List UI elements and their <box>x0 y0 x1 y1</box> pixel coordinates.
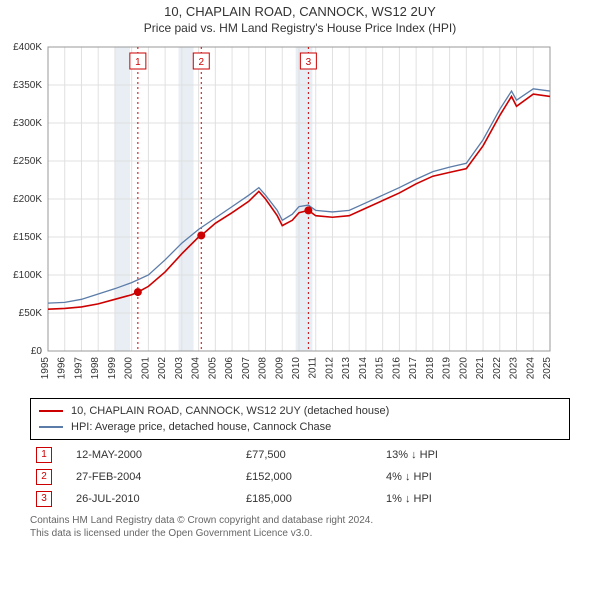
sale-price: £77,500 <box>240 444 380 466</box>
legend-label: HPI: Average price, detached house, Cann… <box>71 421 331 433</box>
svg-text:1999: 1999 <box>107 357 118 380</box>
svg-text:£150K: £150K <box>13 232 42 243</box>
footer: Contains HM Land Registry data © Crown c… <box>30 514 570 540</box>
svg-text:2015: 2015 <box>375 357 386 380</box>
svg-text:1996: 1996 <box>57 357 68 380</box>
table-row: 2 27-FEB-2004£152,0004% ↓ HPI <box>30 466 570 488</box>
sale-delta: 13% ↓ HPI <box>380 444 570 466</box>
svg-text:£0: £0 <box>31 346 43 357</box>
sale-date: 26-JUL-2010 <box>70 488 240 510</box>
page-title: 10, CHAPLAIN ROAD, CANNOCK, WS12 2UY <box>0 0 600 19</box>
sales-table: 1 12-MAY-2000£77,50013% ↓ HPI 2 27-FEB-2004… <box>30 444 570 510</box>
svg-text:2005: 2005 <box>207 357 218 380</box>
sale-price: £152,000 <box>240 466 380 488</box>
line-chart: £0 £50K £100K £150K £200K £250K £300K £350K £400… <box>0 39 560 389</box>
svg-text:£350K: £350K <box>13 80 42 91</box>
sale-index-badge: 2 <box>36 469 52 485</box>
svg-text:2019: 2019 <box>442 357 453 380</box>
svg-text:2003: 2003 <box>174 357 185 380</box>
svg-text:2022: 2022 <box>492 357 503 380</box>
svg-text:2018: 2018 <box>425 357 436 380</box>
svg-text:2008: 2008 <box>258 357 269 380</box>
svg-text:2011: 2011 <box>308 357 319 379</box>
svg-text:3: 3 <box>306 57 312 68</box>
svg-text:1995: 1995 <box>40 357 51 380</box>
svg-text:1997: 1997 <box>73 357 84 380</box>
svg-text:1: 1 <box>135 57 141 68</box>
svg-text:2000: 2000 <box>124 357 135 380</box>
svg-text:2021: 2021 <box>475 357 486 380</box>
svg-text:2016: 2016 <box>391 357 402 380</box>
svg-text:2006: 2006 <box>224 357 235 380</box>
legend-item-hpi: HPI: Average price, detached house, Cann… <box>39 419 561 435</box>
legend-swatch <box>39 426 63 428</box>
sale-delta: 1% ↓ HPI <box>380 488 570 510</box>
svg-text:2009: 2009 <box>274 357 285 380</box>
svg-text:£100K: £100K <box>13 270 42 281</box>
svg-text:£250K: £250K <box>13 156 42 167</box>
svg-text:2013: 2013 <box>341 357 352 380</box>
table-row: 1 12-MAY-2000£77,50013% ↓ HPI <box>30 444 570 466</box>
legend: 10, CHAPLAIN ROAD, CANNOCK, WS12 2UY (de… <box>30 398 570 440</box>
svg-text:2024: 2024 <box>525 357 536 380</box>
sale-delta: 4% ↓ HPI <box>380 466 570 488</box>
svg-text:2007: 2007 <box>241 357 252 380</box>
legend-swatch <box>39 410 63 412</box>
table-row: 3 26-JUL-2010£185,0001% ↓ HPI <box>30 488 570 510</box>
sale-index-badge: 1 <box>36 447 52 463</box>
footer-line: This data is licensed under the Open Gov… <box>30 527 570 540</box>
svg-text:2023: 2023 <box>509 357 520 380</box>
svg-text:2010: 2010 <box>291 357 302 380</box>
svg-text:2: 2 <box>198 57 204 68</box>
legend-item-subject: 10, CHAPLAIN ROAD, CANNOCK, WS12 2UY (de… <box>39 403 561 419</box>
svg-text:2004: 2004 <box>191 357 202 380</box>
chart-area: £0 £50K £100K £150K £200K £250K £300K £350K £400… <box>0 39 600 392</box>
sale-date: 27-FEB-2004 <box>70 466 240 488</box>
svg-text:2012: 2012 <box>324 357 335 380</box>
legend-label: 10, CHAPLAIN ROAD, CANNOCK, WS12 2UY (de… <box>71 405 389 417</box>
svg-text:£200K: £200K <box>13 194 42 205</box>
svg-text:2001: 2001 <box>140 357 151 380</box>
svg-text:£400K: £400K <box>13 42 42 53</box>
svg-text:2002: 2002 <box>157 357 168 380</box>
svg-text:1998: 1998 <box>90 357 101 380</box>
sale-price: £185,000 <box>240 488 380 510</box>
svg-text:2014: 2014 <box>358 357 369 380</box>
svg-text:2025: 2025 <box>542 357 553 380</box>
footer-line: Contains HM Land Registry data © Crown c… <box>30 514 570 527</box>
sale-date: 12-MAY-2000 <box>70 444 240 466</box>
page-subtitle: Price paid vs. HM Land Registry's House … <box>0 19 600 39</box>
svg-text:£50K: £50K <box>19 308 43 319</box>
svg-text:2020: 2020 <box>458 357 469 380</box>
sale-index-badge: 3 <box>36 491 52 507</box>
svg-text:2017: 2017 <box>408 357 419 380</box>
svg-text:£300K: £300K <box>13 118 42 129</box>
